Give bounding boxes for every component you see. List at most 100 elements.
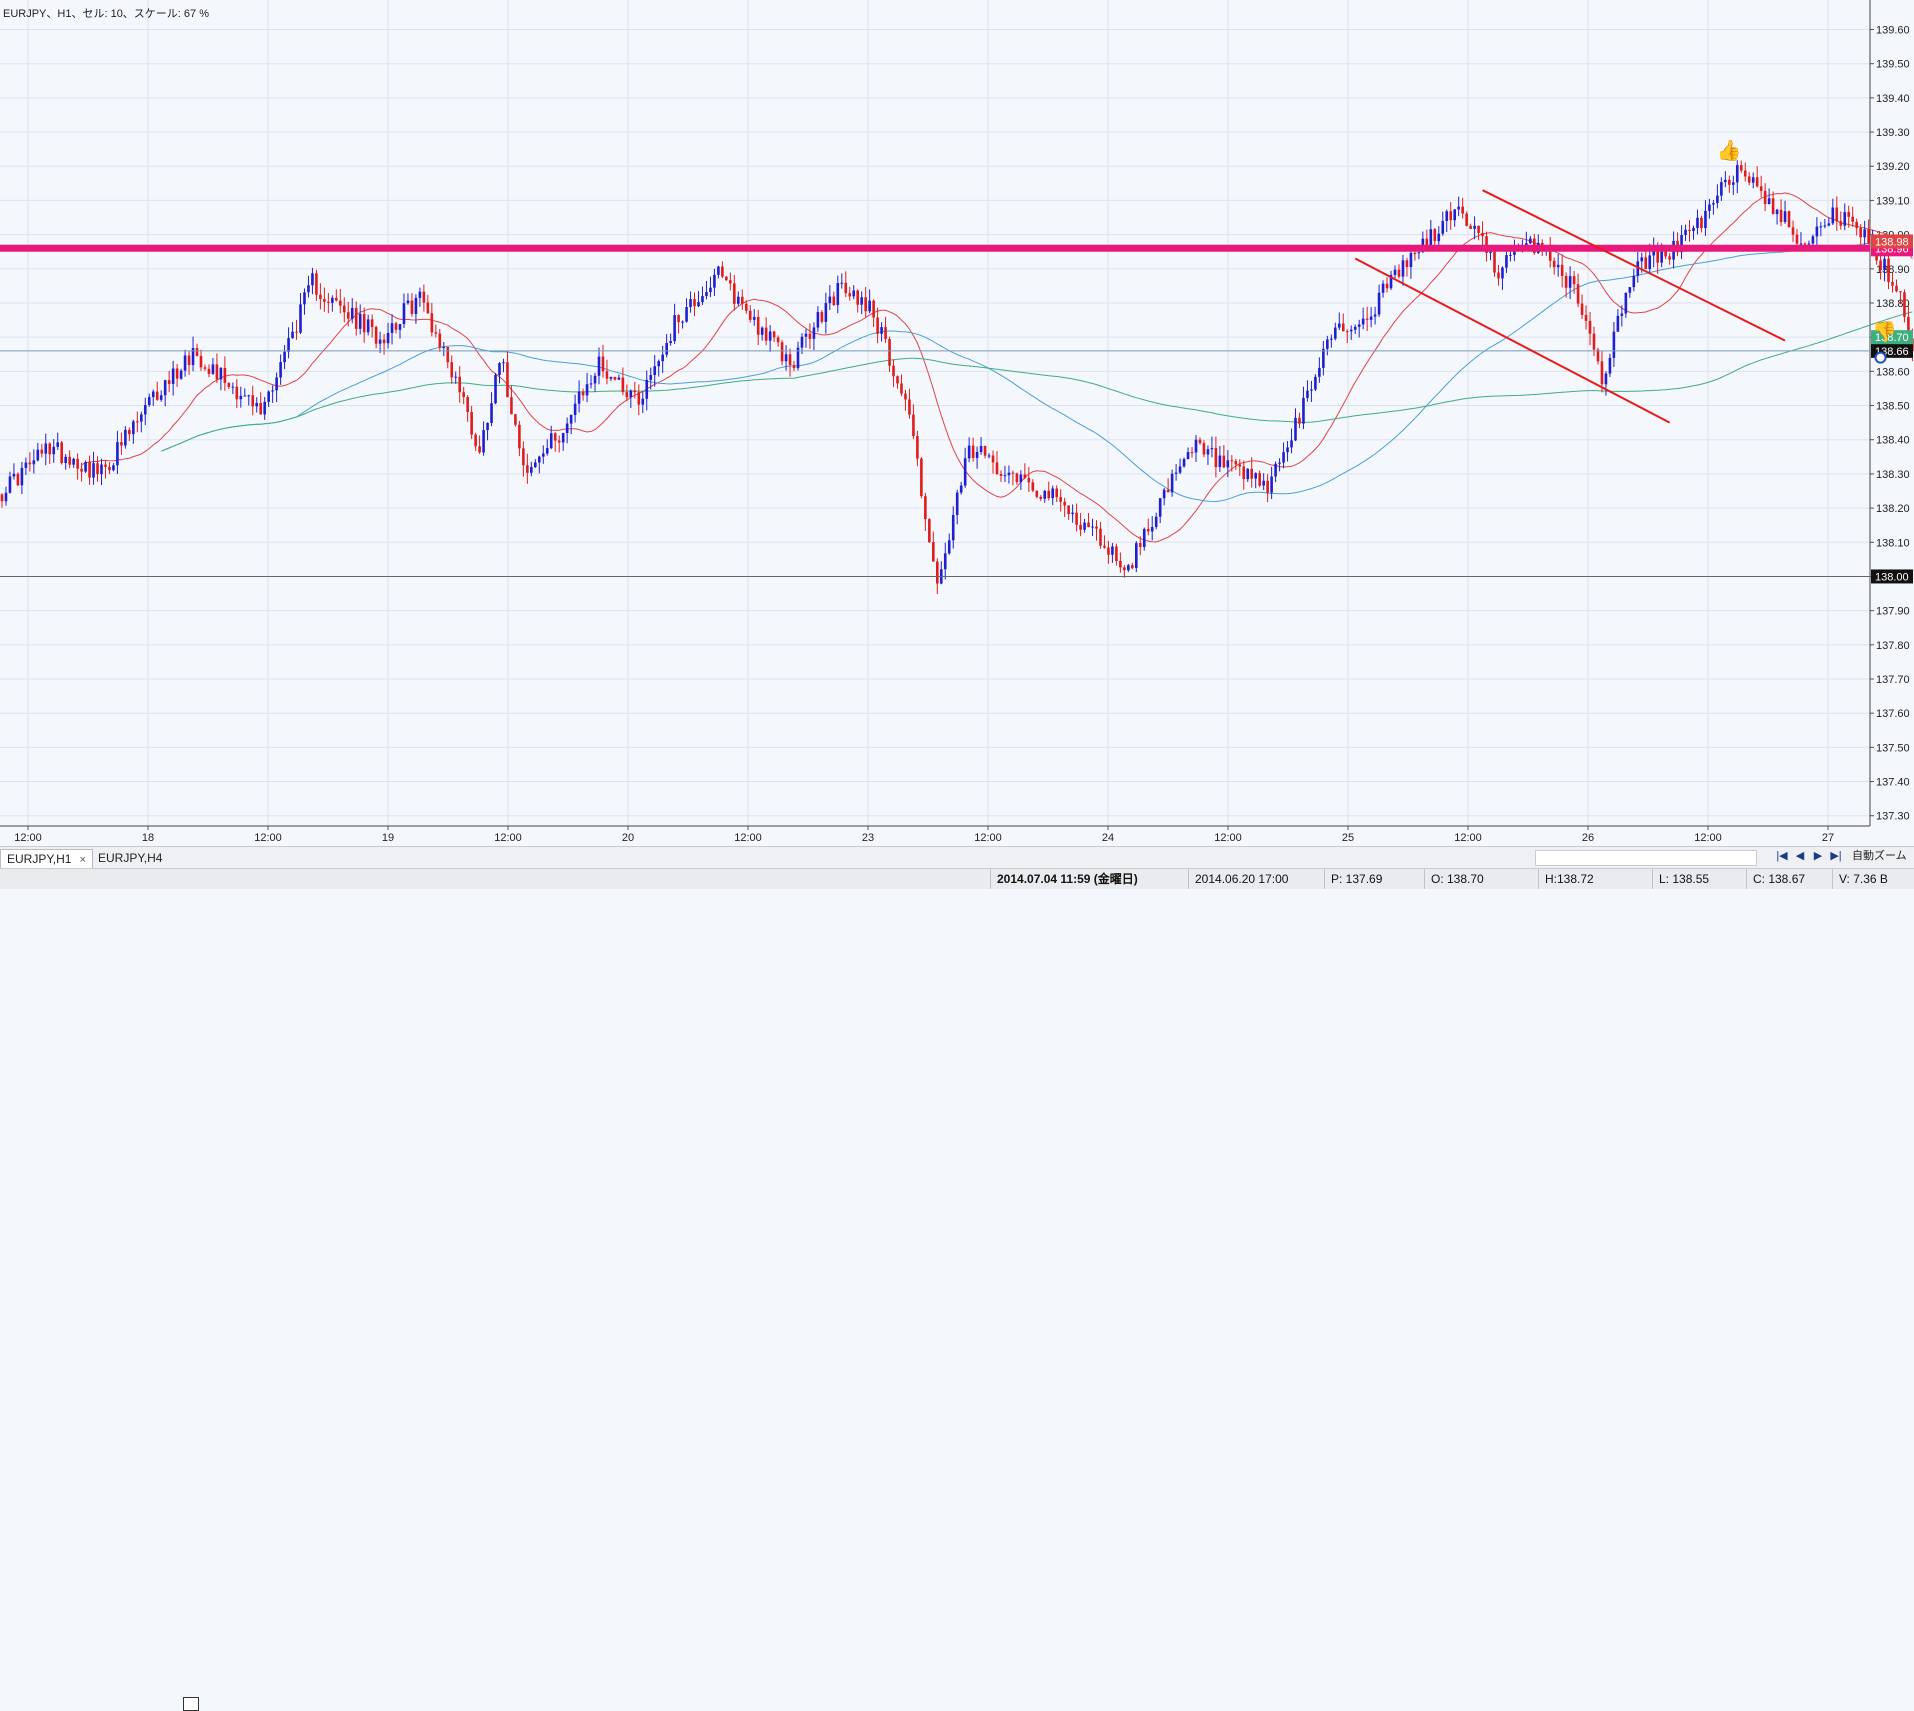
candle-body xyxy=(1692,227,1695,232)
chart-navigation: |◀ ◀ ▶ ▶| xyxy=(1775,848,1843,864)
candle-body xyxy=(199,355,203,368)
candle-body xyxy=(88,461,91,478)
candle-body xyxy=(1465,213,1468,226)
candle-body xyxy=(410,300,414,314)
candle-body xyxy=(1636,261,1640,276)
candle-body xyxy=(1648,255,1652,270)
candle-body xyxy=(705,292,708,297)
candle-body xyxy=(486,422,489,431)
scroll-start-icon[interactable]: |◀ xyxy=(1776,850,1788,862)
candle-body xyxy=(1847,212,1851,217)
candle-body xyxy=(609,376,613,379)
candle-body xyxy=(701,296,704,303)
candle-body xyxy=(1735,165,1739,183)
ma-mid-line xyxy=(161,235,1913,503)
thumbs-up-icon[interactable]: 👍 xyxy=(1717,138,1742,162)
status-open: O: 138.70 xyxy=(1424,869,1541,889)
candle-body xyxy=(490,403,493,423)
candle-body xyxy=(645,379,649,399)
candle-body xyxy=(538,456,541,463)
candle-body xyxy=(1473,225,1476,229)
candle-body xyxy=(1194,439,1198,453)
candle-body xyxy=(522,448,525,466)
candle-body xyxy=(924,496,927,520)
candle-body xyxy=(315,273,318,295)
candle-body xyxy=(1103,545,1106,548)
candle-body xyxy=(36,449,40,461)
candle-body xyxy=(872,300,875,318)
candle-body xyxy=(263,401,266,415)
scroll-left-icon[interactable]: ◀ xyxy=(1795,850,1805,862)
candle-body xyxy=(1306,390,1309,398)
candle-body xyxy=(876,317,879,334)
candle-body xyxy=(1262,480,1265,486)
candle-body xyxy=(1576,284,1580,304)
candle-body xyxy=(677,315,680,323)
candle-body xyxy=(311,273,314,286)
candle-body xyxy=(1477,225,1480,233)
candle-body xyxy=(518,424,521,449)
candle-body xyxy=(1202,443,1206,455)
candle-body xyxy=(1079,524,1082,530)
price-chart[interactable]: 139.60139.50139.40139.30139.20139.10139.… xyxy=(0,0,1914,846)
candle-body xyxy=(808,333,812,339)
candle-body xyxy=(108,466,111,471)
candle-body xyxy=(1083,522,1086,530)
candle-body xyxy=(573,403,577,415)
auto-zoom-button[interactable]: 自動ズーム xyxy=(1852,850,1907,862)
candle-body xyxy=(1867,229,1870,244)
candle-body xyxy=(96,463,99,475)
candle-body xyxy=(1481,232,1484,237)
candle-body xyxy=(1067,505,1070,515)
candle-body xyxy=(215,364,219,380)
tab-eurjpy-h1[interactable]: EURJPY,H1 × xyxy=(0,849,93,868)
candle-body xyxy=(665,343,668,355)
scroll-right-icon[interactable]: ▶ xyxy=(1813,850,1823,862)
candle-body xyxy=(1716,195,1719,204)
candle-body xyxy=(561,433,565,443)
candle-body xyxy=(279,362,282,378)
candle-body xyxy=(1007,472,1011,476)
candle-body xyxy=(752,317,756,320)
tab-eurjpy-h4[interactable]: EURJPY,H4 xyxy=(92,849,168,867)
candle-body xyxy=(140,414,143,422)
close-icon[interactable]: × xyxy=(79,854,86,866)
candle-body xyxy=(1704,210,1707,229)
candle-body xyxy=(943,553,947,570)
thumbs-down-icon[interactable]: 👎 xyxy=(1872,319,1897,343)
candle-body xyxy=(1469,225,1472,229)
chart-area[interactable]: 139.60139.50139.40139.30139.20139.10139.… xyxy=(0,0,1914,846)
candle-body xyxy=(1218,455,1222,468)
trend-line[interactable] xyxy=(1482,189,1786,342)
candle-body xyxy=(1791,227,1795,235)
candle-body xyxy=(1501,267,1504,279)
candle-body xyxy=(987,455,991,457)
candle-body xyxy=(1270,476,1273,493)
candle-body xyxy=(418,291,422,298)
candle-body xyxy=(1843,212,1847,226)
candle-body xyxy=(900,383,903,394)
candle-body xyxy=(585,384,589,396)
x-tick-label: 27 xyxy=(1822,832,1834,844)
circle-marker[interactable] xyxy=(1874,351,1887,364)
y-tick-label: 137.60 xyxy=(1876,708,1910,720)
candle-body xyxy=(1294,417,1297,441)
trend-line[interactable] xyxy=(1354,257,1671,424)
y-tick-label: 137.40 xyxy=(1876,777,1910,789)
candle-body xyxy=(955,492,959,515)
candle-body xyxy=(1556,264,1560,268)
candle-body xyxy=(498,363,501,375)
candle-body xyxy=(689,299,692,308)
detach-window-icon[interactable] xyxy=(183,1697,199,1711)
x-tick-label: 12:00 xyxy=(254,832,282,844)
candle-body xyxy=(1326,339,1329,349)
candle-body xyxy=(1887,258,1890,283)
chart-scroll-bar[interactable] xyxy=(1535,850,1757,866)
candle-body xyxy=(1429,229,1433,248)
y-tick-label: 139.60 xyxy=(1876,25,1910,37)
candle-body xyxy=(243,395,247,397)
candle-body xyxy=(271,390,274,392)
scroll-end-icon[interactable]: ▶| xyxy=(1830,850,1842,862)
candle-body xyxy=(1747,176,1751,183)
candle-body xyxy=(494,374,497,404)
